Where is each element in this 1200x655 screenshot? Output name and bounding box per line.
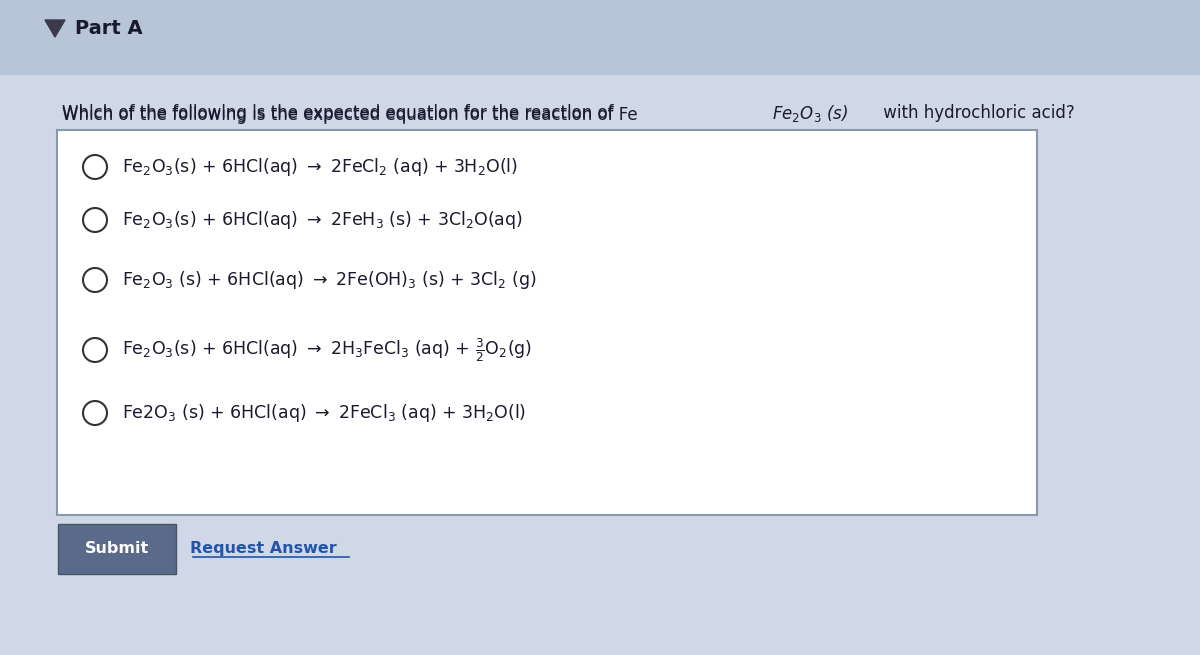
- Text: Fe$_2$O$_3$ (s) + 6HCl(aq) $\rightarrow$ 2Fe(OH)$_3$ (s) + 3Cl$_2$ (g): Fe$_2$O$_3$ (s) + 6HCl(aq) $\rightarrow$…: [122, 269, 536, 291]
- FancyBboxPatch shape: [58, 524, 176, 574]
- FancyBboxPatch shape: [0, 0, 1200, 75]
- Text: Submit: Submit: [85, 541, 149, 556]
- Text: Fe2O$_3$ (s) + 6HCl(aq) $\rightarrow$ 2FeCl$_3$ (aq) + 3H$_2$O(l): Fe2O$_3$ (s) + 6HCl(aq) $\rightarrow$ 2F…: [122, 402, 526, 424]
- Text: with hydrochloric acid?: with hydrochloric acid?: [878, 104, 1075, 122]
- Text: Fe$_2$O$_3$(s) + 6HCl(aq) $\rightarrow$ 2H$_3$FeCl$_3$ (aq) + $\frac{3}{2}$O$_2$: Fe$_2$O$_3$(s) + 6HCl(aq) $\rightarrow$ …: [122, 336, 532, 364]
- Text: Fe$_2$O$_3$ (s): Fe$_2$O$_3$ (s): [772, 102, 848, 124]
- Text: Request Answer: Request Answer: [190, 541, 337, 556]
- Text: Part A: Part A: [74, 18, 143, 37]
- Text: Fe$_2$O$_3$(s) + 6HCl(aq) $\rightarrow$ 2FeCl$_2$ (aq) + 3H$_2$O(l): Fe$_2$O$_3$(s) + 6HCl(aq) $\rightarrow$ …: [122, 156, 518, 178]
- Text: Fe$_2$O$_3$(s) + 6HCl(aq) $\rightarrow$ 2FeH$_3$ (s) + 3Cl$_2$O(aq): Fe$_2$O$_3$(s) + 6HCl(aq) $\rightarrow$ …: [122, 209, 523, 231]
- FancyBboxPatch shape: [58, 130, 1037, 515]
- Text: Which of the following is the expected equation for the reaction of: Which of the following is the expected e…: [62, 104, 619, 122]
- Text: Which of the following is the expected equation for the reaction of Fe: Which of the following is the expected e…: [62, 106, 637, 124]
- Polygon shape: [46, 20, 65, 37]
